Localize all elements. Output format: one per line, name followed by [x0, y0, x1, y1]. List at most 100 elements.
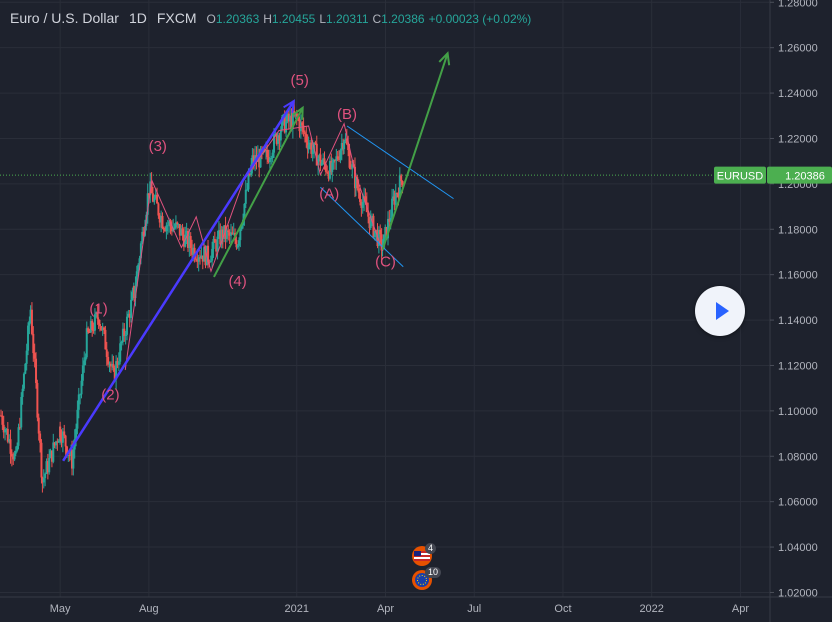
price-tag-symbol: EURUSD — [717, 171, 764, 183]
candle-body — [401, 180, 404, 185]
candle-body — [8, 439, 11, 442]
candle-body — [146, 193, 149, 215]
candle-body — [97, 319, 100, 325]
candle-body — [319, 154, 322, 166]
x-tick-label: 2021 — [285, 603, 309, 615]
candle-body — [178, 224, 181, 236]
candle-body — [313, 142, 316, 150]
candle-body — [394, 193, 397, 205]
candle-body — [33, 353, 36, 359]
play-button[interactable] — [695, 286, 745, 336]
close-label: C — [372, 12, 382, 26]
candle-body — [237, 240, 240, 246]
candle-body — [50, 450, 53, 462]
candle-body — [271, 152, 274, 159]
candle-body — [77, 394, 80, 410]
y-tick-label: 1.06000 — [778, 497, 818, 509]
candle-body — [160, 215, 163, 223]
candle-body — [173, 227, 176, 229]
candle-body — [217, 230, 220, 237]
candle-body — [343, 141, 346, 150]
wave-label: (1) — [89, 300, 107, 317]
candle-body — [35, 358, 38, 384]
candle-body — [85, 328, 88, 358]
trend-arrow[interactable] — [381, 53, 449, 251]
candle-body — [225, 230, 228, 239]
interval[interactable]: 1D — [128, 10, 147, 26]
candle-body — [13, 453, 16, 460]
candle-body — [203, 247, 206, 262]
candle-body — [227, 230, 230, 233]
wave-labels-layer: (1) (2) (3) (4) (5) (B) (A) (C) — [89, 72, 395, 403]
candle-body — [287, 113, 290, 122]
candle-body — [46, 461, 49, 473]
candle-body — [30, 309, 33, 334]
candle-body — [301, 122, 304, 126]
trend-arrow[interactable] — [62, 100, 295, 462]
candle-body — [81, 365, 84, 381]
channel-line[interactable] — [346, 125, 454, 200]
y-tick-label: 1.26000 — [778, 43, 818, 55]
candle-body — [41, 477, 44, 483]
ohlc-close: C1.20386 — [373, 12, 425, 26]
trend-arrow[interactable] — [213, 107, 304, 278]
arrow-head — [292, 105, 304, 120]
candle-body — [56, 441, 59, 443]
x-tick-label: Apr — [732, 603, 749, 615]
candle-body — [191, 247, 194, 255]
candle-body — [59, 426, 62, 438]
candle-body — [308, 142, 311, 145]
candle-body — [212, 238, 215, 249]
candle-body — [275, 133, 278, 144]
x-tick-label: 2022 — [639, 603, 663, 615]
candle-body — [0, 415, 2, 417]
candle-body — [207, 245, 210, 263]
candle-body — [135, 271, 138, 287]
price-tag-value: 1.20386 — [785, 171, 825, 183]
symbol-name[interactable]: Euro / U.S. Dollar — [10, 10, 119, 26]
candle-body — [1, 415, 4, 425]
candle-body — [12, 456, 15, 460]
last-price-tag: EURUSD 1.20386 — [714, 166, 832, 184]
elliott-wave-drawings[interactable] — [62, 51, 454, 462]
candle-body — [80, 380, 83, 395]
candle-body — [251, 155, 254, 165]
candle-body — [385, 227, 388, 239]
candle-body — [344, 138, 347, 142]
candle-body — [119, 343, 122, 362]
time-axis[interactable]: May Aug 2021 Apr Jul Oct 2022 Apr — [0, 596, 832, 615]
eu-flag-icon[interactable]: 10 — [410, 567, 442, 591]
candle-body — [36, 383, 39, 418]
y-tick-label: 1.08000 — [778, 451, 818, 463]
price-axis[interactable]: 1.280001.260001.240001.220001.200001.180… — [769, 0, 818, 622]
elliott-wave-path[interactable] — [124, 122, 384, 371]
candle-body — [157, 203, 160, 216]
y-tick-label: 1.28000 — [778, 0, 818, 9]
candle-body — [75, 428, 78, 440]
candle-body — [270, 158, 273, 160]
candle-body — [266, 149, 269, 158]
candle-body — [386, 218, 389, 239]
candle-body — [111, 364, 114, 367]
chart-grid — [0, 0, 770, 597]
us-flag-icon[interactable]: 4 — [410, 543, 437, 567]
candle-body — [248, 173, 251, 176]
candle-body — [134, 286, 137, 299]
candle-body — [52, 442, 55, 462]
candle-body — [388, 218, 391, 222]
symbol-header: Euro / U.S. Dollar 1D FXCM O1.20363 H1.2… — [10, 10, 531, 26]
wave-label: (2) — [101, 387, 119, 404]
candle-body — [133, 286, 136, 299]
candle-body — [384, 227, 387, 235]
candle-body — [279, 130, 282, 141]
candle-body — [194, 258, 197, 260]
candle-body — [57, 440, 60, 443]
candle-body — [229, 232, 232, 236]
candle-body — [204, 247, 207, 266]
price-change: +0.00023 (+0.02%) — [428, 12, 532, 26]
channel-line[interactable] — [320, 186, 404, 268]
candle-body — [280, 117, 283, 131]
candle-body — [184, 234, 187, 247]
ohlc-open: O1.20363 — [207, 12, 260, 26]
